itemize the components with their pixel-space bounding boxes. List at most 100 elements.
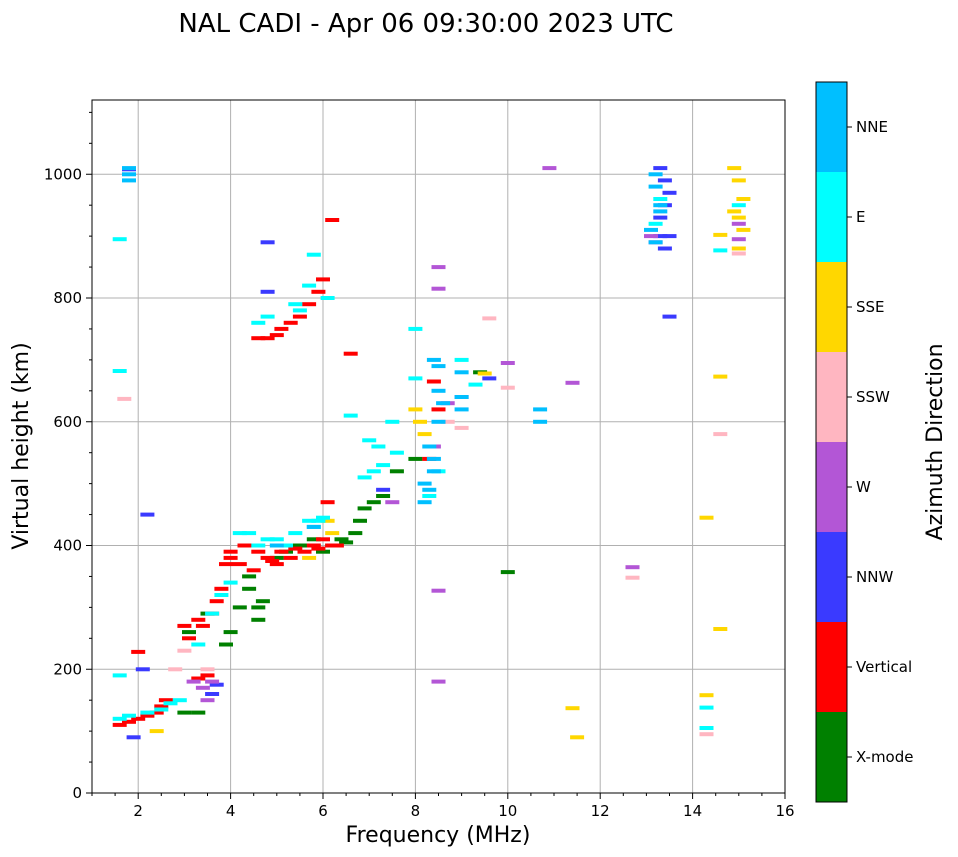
data-point-nne <box>454 370 469 375</box>
colorbar-segment <box>816 712 847 802</box>
colorbar-label-text: NNE <box>856 118 888 136</box>
data-point-e <box>191 642 206 647</box>
data-point-vertical <box>426 379 441 384</box>
data-point-vertical <box>158 698 173 703</box>
data-point-nne <box>122 178 136 183</box>
data-point-vertical <box>292 314 307 319</box>
data-point-e <box>302 518 317 523</box>
data-point-x-mode <box>306 537 321 542</box>
data-point-nnw <box>209 682 224 687</box>
data-point-sse <box>736 197 751 201</box>
data-point-nnw <box>205 692 220 696</box>
data-point-x-mode <box>297 543 312 548</box>
axis-ticks: 2 4 6 8 10 12 14 16 0 200 400 600 800 1000 <box>44 111 795 820</box>
data-point-e <box>279 543 293 548</box>
data-point-vertical <box>223 549 238 554</box>
data-point-sse <box>731 178 746 183</box>
data-point-nnw <box>653 215 668 220</box>
data-point-nne <box>436 401 451 406</box>
data-point-e <box>214 593 229 597</box>
data-point-vertical <box>265 559 280 563</box>
data-point-e <box>376 463 391 468</box>
data-point-e <box>251 543 266 548</box>
data-point-e <box>343 413 358 418</box>
data-point-e <box>713 248 728 253</box>
x-tick-label: 6 <box>318 802 328 820</box>
data-point-e <box>648 221 663 226</box>
data-point-sse <box>413 419 427 424</box>
data-point-x-mode <box>242 574 257 579</box>
data-point-vertical <box>149 710 164 715</box>
data-point-vertical <box>288 546 303 551</box>
data-point-x-mode <box>242 586 257 591</box>
colorbar-label-text: X-mode <box>856 748 913 766</box>
data-point-e <box>122 713 136 718</box>
colorbar-label: Azimuth Direction <box>923 343 948 540</box>
data-point-w <box>731 237 746 242</box>
data-point-x-mode <box>191 710 206 715</box>
data-point-vertical <box>316 537 330 542</box>
data-point-e <box>357 475 372 480</box>
data-point-nnw <box>260 240 275 245</box>
data-point-e <box>223 580 238 585</box>
data-point-nnw <box>653 166 668 171</box>
data-point-sse <box>731 215 746 220</box>
y-tick-label: 200 <box>53 660 82 678</box>
colorbar-segment <box>816 442 847 532</box>
data-point-nne <box>422 487 437 492</box>
data-point-nne <box>306 524 321 529</box>
data-point-e <box>306 252 321 257</box>
data-point-x-mode <box>334 537 349 542</box>
data-point-vertical <box>260 555 275 560</box>
data-point-e <box>112 673 127 678</box>
data-point-nne <box>426 469 441 474</box>
y-tick-label: 0 <box>72 784 82 802</box>
colorbar-label-text: Vertical <box>856 658 912 676</box>
x-tick-label: 10 <box>498 802 517 820</box>
data-point-vertical <box>297 549 312 554</box>
data-point-e <box>242 531 257 536</box>
colorbar-segment <box>816 262 847 352</box>
data-point-sse <box>477 371 492 376</box>
data-point-e <box>288 302 303 307</box>
data-point-x-mode <box>339 540 354 545</box>
data-point-ssw <box>177 648 192 653</box>
colorbar-segment <box>816 82 847 172</box>
x-tick-label: 8 <box>411 802 421 820</box>
data-point-nne <box>648 184 663 189</box>
data-point-sse <box>727 166 742 171</box>
colorbar-segment <box>816 172 847 262</box>
data-point-vertical <box>191 676 206 681</box>
y-tick-label: 400 <box>53 537 82 555</box>
data-point-x-mode <box>366 500 381 505</box>
data-point-vertical <box>269 562 284 567</box>
data-point-ssw <box>200 667 215 672</box>
plot-frame <box>91 99 786 794</box>
data-point-sse <box>149 729 164 734</box>
data-point-nnw <box>657 246 672 251</box>
data-point-nnw <box>482 376 497 381</box>
data-point-e <box>163 701 178 706</box>
data-point-x-mode <box>269 555 284 560</box>
colorbar-segment <box>816 532 847 622</box>
data-point-sse <box>408 407 423 412</box>
data-point-e <box>362 438 377 443</box>
x-tick-label: 16 <box>775 802 794 820</box>
data-point-vertical <box>195 623 210 628</box>
data-point-vertical <box>154 704 169 709</box>
data-point-vertical <box>316 277 330 282</box>
data-point-e <box>154 707 169 712</box>
data-point-vertical <box>191 617 206 622</box>
data-point-nne <box>454 407 469 412</box>
data-point-w <box>625 565 640 570</box>
data-point-e <box>251 320 266 325</box>
colorbar-label-text: W <box>856 478 871 496</box>
data-point-vertical <box>232 562 247 567</box>
data-point-e <box>260 537 275 542</box>
data-point-vertical <box>251 549 266 554</box>
data-point-x-mode <box>353 518 367 523</box>
data-point-ssw <box>168 667 183 672</box>
colorbar-segment <box>816 352 847 442</box>
data-point-e <box>699 705 714 710</box>
data-point-e <box>205 611 220 616</box>
